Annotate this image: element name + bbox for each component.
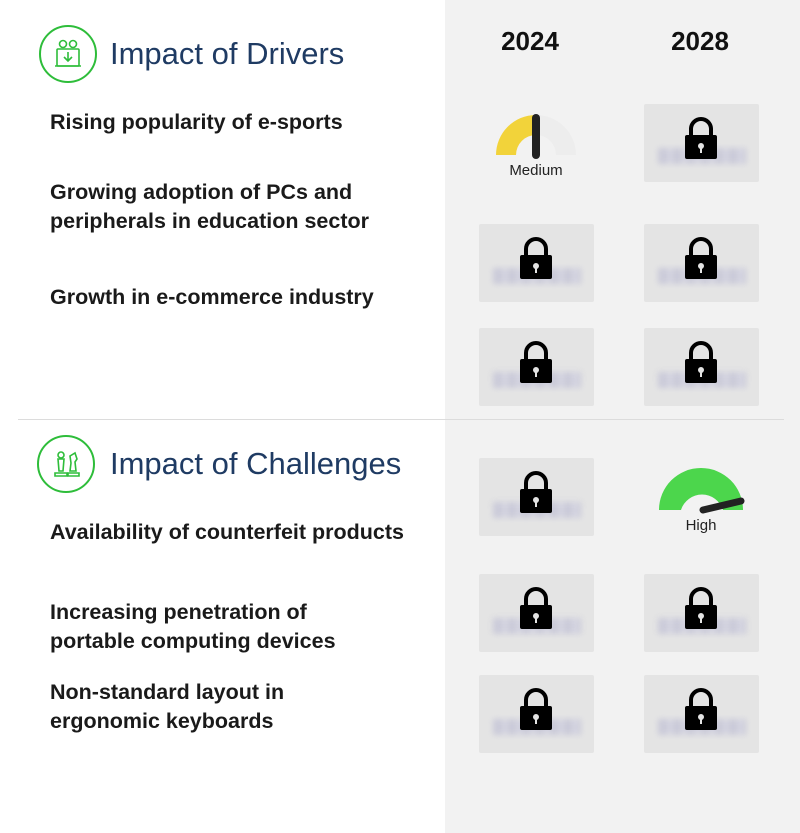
locked-cell[interactable] (644, 104, 759, 182)
drivers-title: Impact of Drivers (110, 36, 345, 71)
year-2024-header: 2024 (501, 26, 559, 56)
section-divider (18, 419, 784, 420)
gauge-medium: Medium (490, 110, 582, 185)
locked-cell[interactable] (479, 574, 594, 652)
locked-cell[interactable] (644, 574, 759, 652)
year-2028-header: 2028 (671, 26, 729, 56)
challenges-title: Impact of Challenges (110, 446, 402, 481)
locked-cell[interactable] (479, 458, 594, 536)
locked-cell[interactable] (644, 675, 759, 753)
locked-cell[interactable] (644, 224, 759, 302)
chess-icon (37, 435, 95, 493)
lock-icon (685, 117, 717, 159)
lock-icon (685, 341, 717, 383)
lock-icon (520, 471, 552, 513)
challenge-label-2: Increasing penetration of portable compu… (50, 600, 336, 653)
driver-label-2: Growing adoption of PCs and peripherals … (50, 180, 370, 233)
gauge-level-label: Medium (509, 162, 563, 179)
lock-icon (685, 237, 717, 279)
locked-cell[interactable] (479, 224, 594, 302)
lock-icon (520, 237, 552, 279)
lock-icon (520, 587, 552, 629)
gauge-fill (659, 468, 743, 510)
locked-cell[interactable] (479, 675, 594, 753)
driver-label-3: Growth in e-commerce industry (50, 285, 374, 309)
locked-cell[interactable] (479, 328, 594, 406)
lock-icon (520, 341, 552, 383)
challenge-label-1: Availability of counterfeit products (50, 520, 404, 544)
driver-label-1: Rising popularity of e-sports (50, 110, 343, 134)
gauge-level-label: High (685, 517, 717, 534)
lock-icon (685, 688, 717, 730)
gauge-fill (496, 115, 536, 155)
gears-icon (39, 25, 97, 83)
lock-icon (520, 688, 552, 730)
gauge-high: High (655, 465, 747, 540)
challenge-label-3: Non-standard layout in ergonomic keyboar… (50, 680, 285, 733)
lock-icon (685, 587, 717, 629)
locked-cell[interactable] (644, 328, 759, 406)
